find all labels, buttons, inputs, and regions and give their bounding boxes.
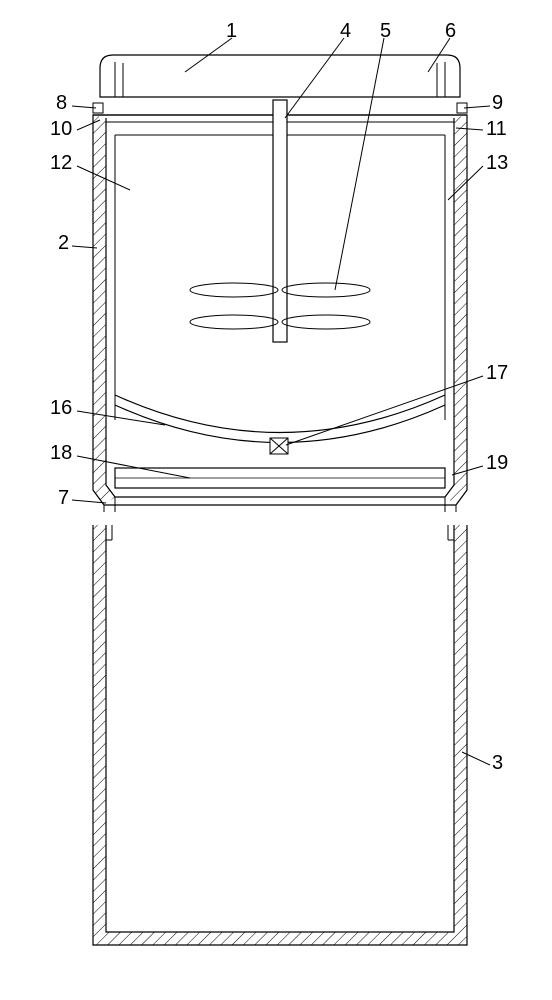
- lid: [100, 55, 460, 97]
- bowl-bottom: [115, 395, 445, 443]
- label-10: 10: [50, 118, 72, 141]
- tray: [115, 468, 445, 488]
- valve: [270, 438, 288, 454]
- label-5: 5: [380, 20, 391, 43]
- label-8: 8: [56, 92, 67, 115]
- label-2: 2: [58, 232, 69, 255]
- lower-vessel: [93, 525, 467, 945]
- label-13: 13: [486, 152, 508, 175]
- label-4: 4: [340, 20, 351, 43]
- label-11: 11: [486, 118, 507, 141]
- engineering-diagram: [0, 0, 552, 1000]
- label-19: 19: [486, 452, 508, 475]
- label-17: 17: [486, 362, 508, 385]
- mixer-assembly: [190, 100, 370, 342]
- label-9: 9: [492, 92, 503, 115]
- label-6: 6: [445, 20, 456, 43]
- label-12: 12: [50, 152, 72, 175]
- label-18: 18: [50, 442, 72, 465]
- label-1: 1: [226, 20, 237, 43]
- label-3: 3: [492, 752, 503, 775]
- label-7: 7: [58, 487, 69, 510]
- label-16: 16: [50, 397, 72, 420]
